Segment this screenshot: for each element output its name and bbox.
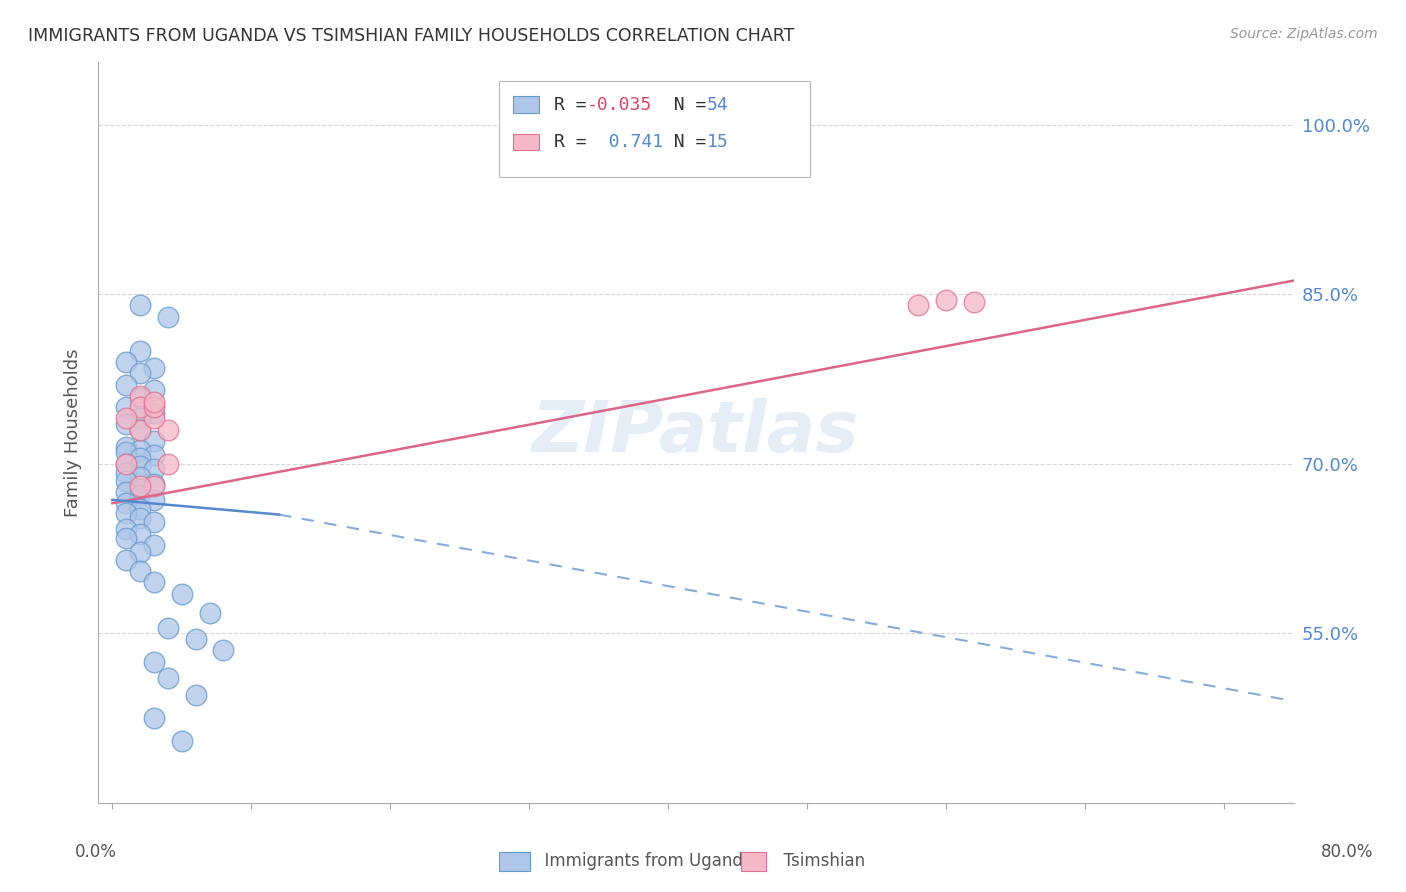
Point [143,711,166,725]
Point [143,448,166,462]
Point [115,355,138,369]
Point [129,488,152,502]
FancyBboxPatch shape [513,96,540,112]
Point [129,443,152,458]
Point [907,298,929,312]
Point [143,394,166,409]
Point [129,366,152,380]
Point [129,391,152,405]
Point [156,310,179,324]
Point [143,360,166,375]
Text: IMMIGRANTS FROM UGANDA VS TSIMSHIAN FAMILY HOUSEHOLDS CORRELATION CHART: IMMIGRANTS FROM UGANDA VS TSIMSHIAN FAMI… [28,27,794,45]
Point [129,400,152,414]
Text: N =: N = [652,133,717,151]
Point [156,457,179,471]
Point [143,479,166,493]
Point [115,417,138,431]
Point [129,451,152,466]
Text: -0.035: -0.035 [588,95,652,113]
Text: 0.0%: 0.0% [75,843,117,861]
Point [115,377,138,392]
Point [143,400,166,414]
Point [129,298,152,312]
Point [115,411,138,425]
Point [143,538,166,552]
FancyBboxPatch shape [513,134,540,150]
Point [212,643,235,657]
Text: 0.741: 0.741 [588,133,664,151]
Point [129,479,152,493]
Point [143,477,166,491]
Point [143,516,166,530]
FancyBboxPatch shape [499,81,810,178]
Point [129,343,152,358]
Point [156,672,179,686]
Point [963,295,986,310]
Point [115,485,138,500]
Text: ZIPatlas: ZIPatlas [533,398,859,467]
Point [129,423,152,437]
Point [129,482,152,496]
Point [115,522,138,536]
Point [115,507,138,521]
Point [115,400,138,414]
Point [115,553,138,567]
Point [143,434,166,449]
Text: 15: 15 [707,133,728,151]
Point [115,440,138,454]
Point [184,632,207,646]
Text: 54: 54 [707,95,728,113]
Point [129,423,152,437]
Point [170,587,193,601]
Text: 80.0%: 80.0% [1320,843,1374,861]
Point [115,457,138,471]
Point [143,492,166,507]
Point [115,445,138,459]
Text: N =: N = [652,95,717,113]
Point [170,733,193,747]
Point [115,474,138,488]
Point [143,462,166,476]
Point [129,470,152,484]
Point [143,655,166,669]
Point [115,531,138,545]
Point [198,606,221,620]
Point [935,293,957,307]
Text: R =: R = [554,95,598,113]
Text: Immigrants from Uganda: Immigrants from Uganda [534,852,754,870]
Point [184,689,207,703]
Point [156,621,179,635]
Point [143,383,166,397]
Point [129,389,152,403]
Point [129,502,152,516]
Point [129,564,152,578]
Point [129,458,152,473]
Point [129,545,152,559]
Point [129,511,152,525]
Text: R =: R = [554,133,598,151]
Point [143,406,166,420]
Point [143,411,166,425]
Text: Tsimshian: Tsimshian [773,852,866,870]
Point [156,423,179,437]
Point [115,466,138,480]
Point [143,575,166,590]
Text: Source: ZipAtlas.com: Source: ZipAtlas.com [1230,27,1378,41]
Y-axis label: Family Households: Family Households [65,349,83,516]
Point [129,526,152,541]
Point [115,496,138,510]
Point [115,457,138,471]
Point [129,411,152,425]
